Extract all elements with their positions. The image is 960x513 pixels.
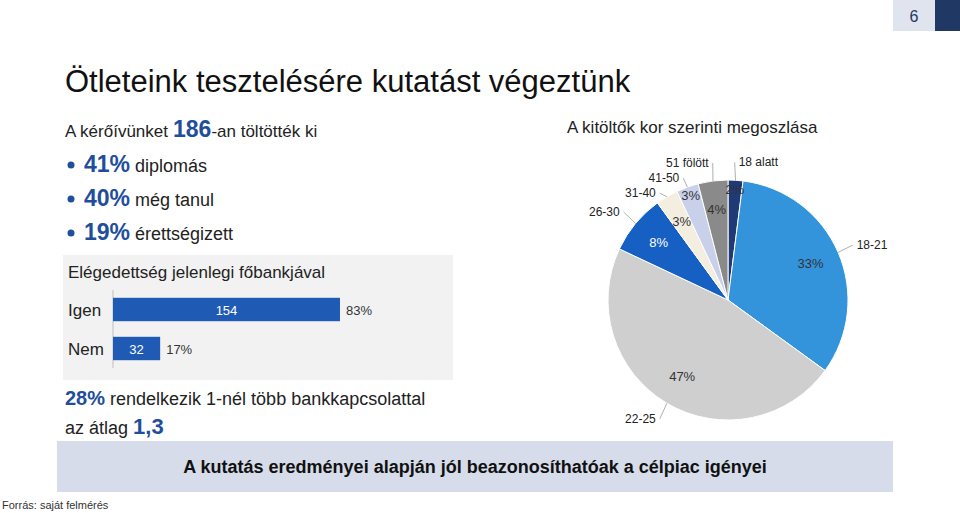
average-line: az átlag1,3 [65, 414, 164, 439]
bullet: 40%még tanul [84, 185, 214, 211]
pie-leader-line [712, 163, 713, 181]
page-corner [935, 0, 960, 31]
average-text: az átlag [65, 418, 128, 438]
pie-slice [698, 180, 728, 300]
pie-leader-line [734, 162, 736, 180]
pie-leader-line [838, 245, 853, 252]
pie-value-label: 4% [707, 202, 726, 217]
bullet-text: érettségizett [135, 224, 233, 244]
bar-value-label: 32 [129, 342, 143, 357]
respondents-count: 186 [173, 116, 211, 142]
bar-panel [63, 255, 453, 380]
page-number: 6 [910, 8, 919, 25]
bullet-dot [68, 196, 75, 203]
pie-category-label: 18-21 [857, 238, 888, 252]
bar [113, 298, 340, 321]
average-value: 1,3 [133, 414, 164, 439]
respondents-suffix: -an töltötték ki [211, 122, 317, 141]
title: Ötleteink tesztelésére kutatást végeztün… [65, 64, 631, 99]
bar [113, 337, 160, 360]
bar-share-label: 83% [346, 303, 372, 318]
bullet-text: még tanul [135, 190, 214, 210]
pie-category-label: 22-25 [625, 412, 656, 426]
bullet-text: diplomás [135, 156, 207, 176]
bar-title: Elégedettség jelenlegi főbankjával [68, 263, 325, 282]
pie-leader-line [624, 212, 636, 223]
page-number-box [893, 0, 935, 31]
summary-highlight: 28% [65, 387, 105, 409]
pie-leader-line [660, 403, 667, 418]
pie-category-label: 18 alatt [739, 155, 779, 169]
pie-value-label: 33% [798, 256, 824, 271]
pie-value-label: 3% [672, 214, 691, 229]
bullet: 41%diplomás [84, 151, 207, 177]
pie-category-label: 26-30 [589, 205, 620, 219]
pie-value-label: 2% [726, 182, 745, 197]
bullet-value: 19% [84, 219, 130, 245]
pie-leader-line [683, 178, 687, 187]
pie-category-label: 51 fölött [666, 156, 709, 170]
conclusion-banner [57, 441, 893, 492]
summary-text: rendelkezik 1-nél több bankkapcsolattal [110, 389, 425, 409]
respondents-line: A kérőívünket 186-an töltötték ki [65, 116, 317, 142]
bullet: 19%érettségizett [84, 219, 233, 245]
pie-value-label: 8% [649, 235, 668, 250]
bullet-value: 41% [84, 151, 130, 177]
pie-category-label: 41-50 [649, 171, 680, 185]
bullet-dot [68, 162, 75, 169]
bullet-value: 40% [84, 185, 130, 211]
respondents-prefix: A kérőívünket [65, 122, 168, 141]
bar-share-label: 17% [166, 342, 192, 357]
pie-category-label: 31-40 [625, 186, 656, 200]
bullet-dot [68, 230, 75, 237]
conclusion: A kutatás eredményei alapján jól beazono… [183, 457, 767, 477]
pie-value-label: 47% [669, 369, 695, 384]
slide: 6 Ötleteink tesztelésére kutatást végeztü… [0, 0, 960, 513]
bar-category-label: Igen [68, 301, 101, 320]
source: Forrás: saját felmérés [2, 499, 109, 511]
pie-title: A kitöltők kor szerinti megoszlása [567, 118, 818, 137]
summary-line: 28%rendelkezik 1-nél több bankkapcsolatt… [65, 387, 425, 409]
bar-value-label: 154 [216, 303, 238, 318]
pie-slices [608, 180, 848, 420]
pie-leader-line [660, 193, 667, 197]
bar-category-label: Nem [68, 340, 104, 359]
pie-value-label: 3% [681, 188, 700, 203]
bar-marks [113, 298, 340, 360]
